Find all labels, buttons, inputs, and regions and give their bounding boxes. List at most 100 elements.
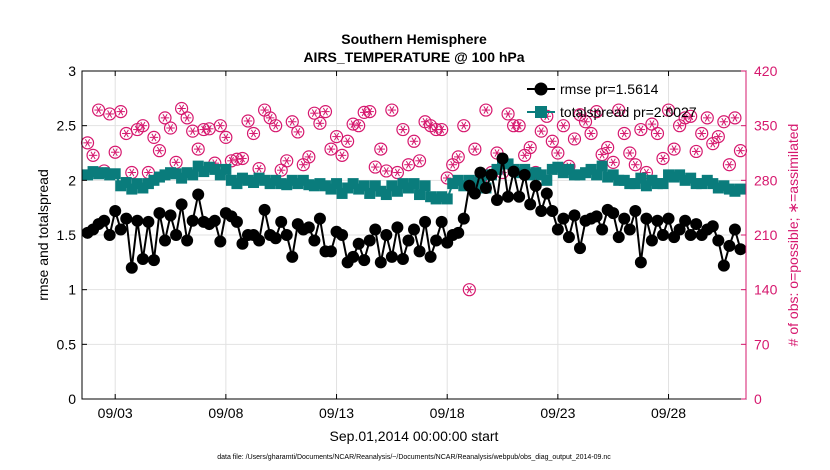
rmse-point [479, 181, 492, 194]
totalspread-point [231, 178, 243, 190]
totalspread-point [696, 178, 708, 190]
obs-count-point [385, 103, 399, 117]
totalspread-point [331, 178, 343, 190]
obs-count-point [728, 111, 742, 125]
obs-count-point [711, 130, 725, 144]
chart-subtitle: AIRS_TEMPERATURE @ 100 hPa [303, 49, 524, 65]
totalspread-point [491, 163, 503, 175]
obs-count-point [302, 150, 316, 164]
rmse-point [717, 259, 730, 272]
totalspread-point [651, 178, 663, 190]
rmse-point [275, 215, 288, 228]
y-axis-label-right: # of obs: o=possible; ∗=assimilated [785, 124, 801, 347]
totalspread-point [546, 163, 558, 175]
rmse-point [136, 253, 149, 266]
y-tick-label-left: 1 [68, 282, 76, 298]
ticks: 09/03 09/08 09/13 09/18 09/23 09/28 0 0.5 1 1.5 2 2… [57, 63, 778, 421]
obs-count-point [601, 140, 615, 155]
totalspread-point [120, 177, 132, 189]
rmse-point [468, 187, 481, 200]
obs-count-point [202, 122, 216, 136]
obs-count-point [390, 165, 404, 180]
obs-count-point [667, 142, 681, 156]
rmse-point [208, 214, 221, 227]
totalspread-point [203, 161, 215, 173]
obs-count-point [318, 105, 333, 119]
totalspread-point [142, 178, 154, 190]
rmse-point [535, 204, 548, 217]
totalspread-point [629, 178, 641, 190]
rmse-point [408, 223, 420, 236]
totalspread-point [225, 174, 237, 186]
rmse-point [114, 223, 127, 236]
obs-count-point [457, 119, 471, 133]
obs-count-point [136, 119, 150, 133]
totalspread-point [104, 169, 116, 181]
rmse-point [546, 204, 559, 217]
totalspread-point [198, 166, 210, 178]
totalspread-point [712, 182, 724, 194]
totalspread-point [430, 193, 442, 205]
rmse-point [385, 250, 398, 263]
obs-count-point [246, 126, 261, 141]
rmse-point [457, 212, 470, 225]
obs-count-point [114, 105, 128, 119]
rmse-point [308, 234, 321, 247]
totalspread-point [663, 169, 675, 181]
totalspread-point [391, 185, 403, 197]
rmse-point [474, 166, 487, 179]
rmse-point [645, 234, 658, 247]
y-tick-label-left: 2 [68, 172, 76, 188]
rmse-point [236, 237, 249, 250]
totalspread-point [270, 174, 282, 186]
obs-count-point [462, 283, 476, 297]
y-tick-label-right: 140 [754, 282, 778, 298]
totalspread-point [264, 178, 276, 190]
rmse-point [562, 231, 575, 244]
rmse-point [524, 198, 537, 211]
totalspread-point [165, 167, 177, 179]
obs-count-point [307, 106, 321, 120]
obs-count-point [374, 142, 388, 156]
rmse-point [574, 242, 586, 255]
totalspread-point [640, 180, 652, 192]
x-tick-label: 09/18 [430, 405, 465, 421]
x-tick-label: 09/28 [651, 405, 686, 421]
rmse-point [662, 212, 675, 225]
totalspread-point [646, 174, 658, 186]
totalspread-point [209, 163, 221, 175]
y-tick-label-left: 0.5 [57, 336, 77, 352]
rmse-point [673, 223, 686, 236]
obs-count-point [152, 144, 167, 158]
totalspread-point [214, 169, 226, 181]
totalspread-point [552, 161, 564, 173]
y-tick-label-left: 0 [68, 391, 76, 407]
rmse-point [374, 256, 387, 269]
obs-count-point [186, 124, 200, 138]
rmse-point [651, 214, 664, 227]
rmse-point [706, 220, 719, 233]
rmse-point [286, 250, 299, 263]
rmse-point [396, 253, 409, 266]
totalspread-point [358, 180, 370, 192]
x-tick-label: 09/08 [208, 405, 243, 421]
obs-count-point [285, 115, 299, 129]
totalspread-point [729, 185, 741, 197]
rmse-point [612, 231, 625, 244]
totalspread-point [187, 169, 199, 181]
rmse-series [81, 152, 747, 274]
rmse-point [734, 243, 747, 256]
rmse-point [269, 232, 282, 245]
legend-rmse-marker [534, 82, 548, 96]
obs-count-point [584, 126, 598, 141]
obs-count-point [634, 122, 648, 137]
totalspread-point [557, 167, 569, 179]
rmse-point [147, 254, 160, 267]
rmse-point [258, 203, 271, 216]
rmse-point [214, 235, 227, 248]
totalspread-point [563, 163, 575, 175]
totalspread-point [585, 163, 597, 175]
totalspread-point [253, 172, 265, 184]
obs-count-point [291, 125, 305, 139]
rmse-point [313, 212, 326, 225]
